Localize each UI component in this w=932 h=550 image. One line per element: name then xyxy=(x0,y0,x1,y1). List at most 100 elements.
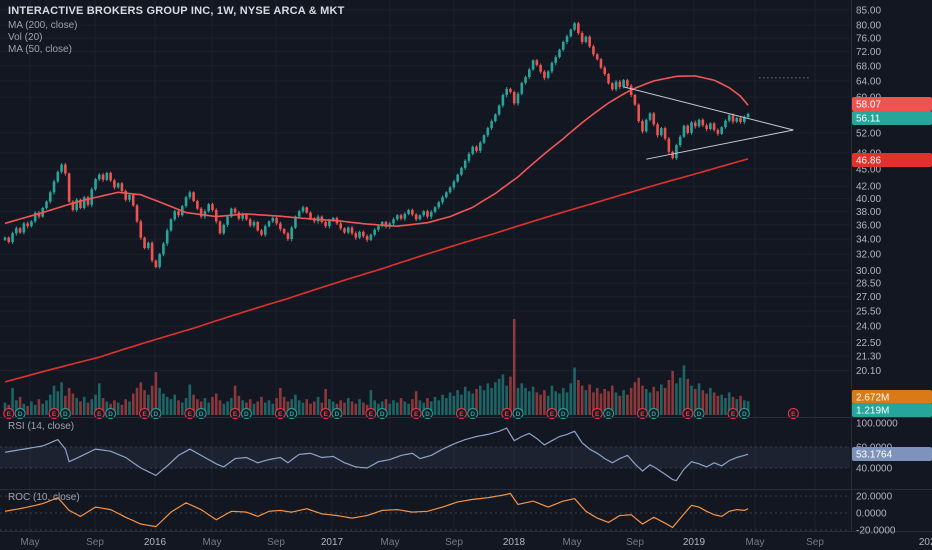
ma-200-line-el xyxy=(4,158,749,383)
volume-bars-el xyxy=(22,403,26,415)
volume-bars-el xyxy=(486,383,490,415)
candles-el xyxy=(429,211,433,217)
volume-bars-el xyxy=(592,392,595,415)
event-markers-el: D xyxy=(18,411,23,418)
candles-el xyxy=(203,211,207,217)
volume-bars-el xyxy=(131,393,135,415)
indicator-ma50-label[interactable]: MA (50, close) xyxy=(8,44,72,55)
candles-el xyxy=(422,211,425,216)
candles-el xyxy=(637,104,640,122)
volume-bars-el xyxy=(660,384,663,415)
volume-bars-el xyxy=(11,387,14,415)
candles-el xyxy=(411,209,414,215)
time-axis-el: Sep xyxy=(445,537,463,548)
candles-el xyxy=(48,192,52,202)
price-badge: 58.07 xyxy=(852,97,932,111)
candles-el xyxy=(369,234,373,240)
candles-el xyxy=(701,119,705,126)
event-markers-el xyxy=(274,408,286,419)
candles-el xyxy=(697,119,701,127)
candles-el xyxy=(663,128,667,139)
candles-el xyxy=(343,228,346,233)
indicator-ma200-label[interactable]: MA (200, close) xyxy=(8,20,78,31)
rsi-pane-label[interactable]: RSI (14, close) xyxy=(8,421,75,432)
price-axis[interactable]: 85.0080.0076.0072.0068.0064.0060.0052.00… xyxy=(852,6,932,377)
candles-el xyxy=(475,146,478,151)
candles-el xyxy=(471,146,475,154)
event-markers-el xyxy=(591,408,603,419)
volume-bars-el xyxy=(18,396,22,415)
time-axis[interactable]: May Sep 2016 May Sep 2017 May Sep 2018 May Sep 2019… xyxy=(21,537,932,548)
volume-bars-el xyxy=(60,382,63,415)
volume-bars-el xyxy=(452,395,456,415)
candles-el xyxy=(633,95,637,105)
volume-bars-el xyxy=(94,394,97,415)
candles-el xyxy=(271,217,275,222)
trendline-drawing-el xyxy=(623,86,794,131)
candles-el xyxy=(584,36,588,42)
candles-el xyxy=(573,23,576,30)
volume-bars-el xyxy=(188,384,192,415)
candles-el xyxy=(433,207,437,212)
candles-el xyxy=(297,211,301,217)
volume-bars-el xyxy=(301,402,305,415)
oscillator-axis[interactable]: 100.000060.000040.000053.176420.00000.00… xyxy=(852,419,932,537)
volume-bars-el xyxy=(120,404,124,415)
candles-el xyxy=(286,233,290,240)
volume-bars-el xyxy=(580,385,584,415)
volume-bars-el xyxy=(595,387,599,415)
candles-el xyxy=(675,145,678,159)
volume-bars-el xyxy=(558,393,561,415)
candles-el xyxy=(11,233,14,243)
volume-badge: 2.672M xyxy=(852,390,932,404)
event-markers-el: E xyxy=(791,411,796,418)
volume-bars-el xyxy=(346,398,350,415)
volume-bars-el xyxy=(290,399,293,415)
candles-el xyxy=(362,231,365,237)
rsi-plot xyxy=(0,427,850,482)
candles-el xyxy=(626,80,629,86)
volume-bars-el xyxy=(211,396,214,415)
volume-bars-el xyxy=(30,401,33,415)
candles-el xyxy=(3,237,7,240)
time-axis-el: 2020 xyxy=(919,537,932,548)
candles-el xyxy=(105,172,109,180)
volume-bars-el xyxy=(33,404,37,415)
candles-el xyxy=(550,62,554,72)
symbol-title[interactable]: INTERACTIVE BROKERS GROUP INC, 1W, NYSE … xyxy=(8,5,345,17)
volume-bars-el xyxy=(184,398,188,415)
volume-bars-el xyxy=(671,370,674,415)
event-markers-el: D xyxy=(289,411,294,418)
volume-bars-el xyxy=(113,400,116,415)
volume-bars-el xyxy=(535,392,539,415)
candles-el xyxy=(282,228,286,234)
candles-el xyxy=(652,113,656,125)
price-badge-el: 56.11 xyxy=(856,114,881,125)
event-markers-el xyxy=(421,408,433,419)
candles-el xyxy=(128,194,131,200)
roc-pane-label[interactable]: ROC (10, close) xyxy=(8,492,80,503)
ma-50-line-el xyxy=(4,75,749,228)
volume-bars-el xyxy=(3,402,7,415)
price-axis-el: 72.00 xyxy=(856,47,881,58)
candles-el xyxy=(478,142,482,151)
rsi-badge-el: 53.1764 xyxy=(856,450,893,461)
volume-bars-el xyxy=(324,389,327,415)
trendline-drawing[interactable] xyxy=(623,77,809,160)
candles-el xyxy=(599,59,603,68)
volume-bars-el xyxy=(448,392,452,415)
candles-el xyxy=(373,229,376,235)
price-axis-el: 80.00 xyxy=(856,21,881,32)
volume-bars-el xyxy=(626,394,629,415)
volume-bars-el xyxy=(561,387,565,415)
volume-bars-el xyxy=(124,399,128,415)
indicator-volume-label[interactable]: Vol (20) xyxy=(8,32,43,43)
event-markers-el xyxy=(105,408,117,419)
volume-bars xyxy=(3,319,750,415)
volume-badge-el xyxy=(852,403,932,417)
candles-el xyxy=(569,29,573,37)
price-axis-el: 25.50 xyxy=(856,306,881,317)
event-markers-el xyxy=(410,408,422,419)
volume-bars-el xyxy=(241,400,244,415)
